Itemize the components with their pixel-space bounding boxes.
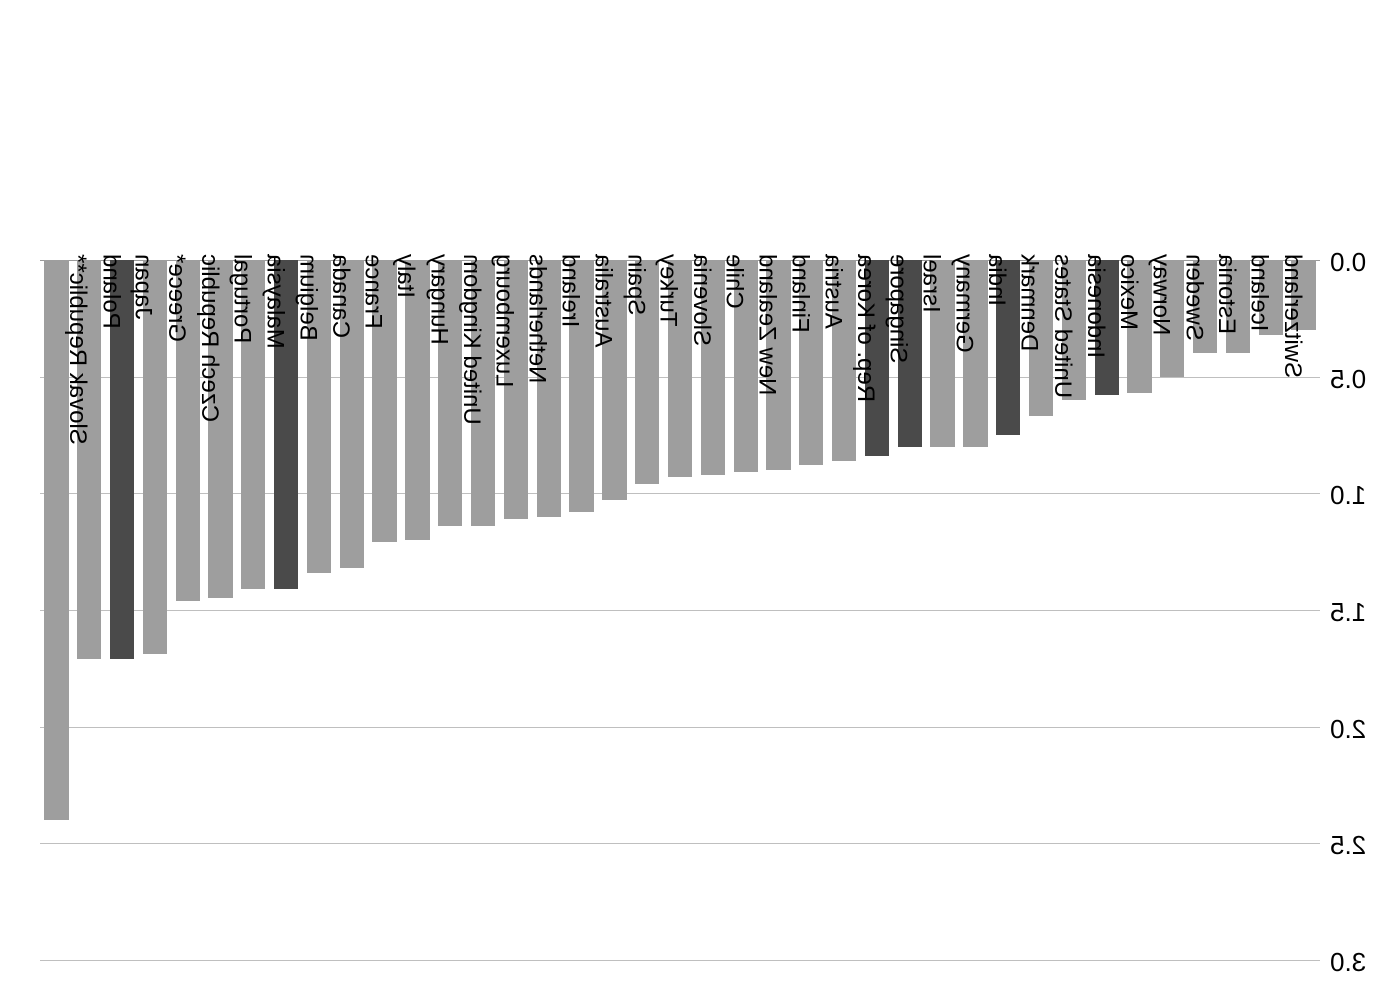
x-category-label: Finland	[785, 254, 813, 333]
x-category-label: Poland	[96, 254, 124, 329]
x-category-label: Ireland	[556, 254, 584, 327]
x-category-label: India	[982, 254, 1010, 306]
x-axis-labels: SwitzerlandIcelandEstoniaSwedenNorwayMex…	[40, 0, 1320, 260]
x-category-label: Slovenia	[687, 254, 715, 346]
y-tick-label: 0.0	[1330, 247, 1366, 278]
x-category-label: Greece*	[162, 254, 190, 342]
x-category-label: United Kingdom	[457, 254, 485, 425]
x-category-label: Czech Republic	[195, 254, 223, 422]
plot-area	[40, 260, 1320, 960]
x-category-label: Switzerland	[1278, 254, 1306, 378]
x-category-label: Israel	[917, 254, 945, 313]
x-category-label: Belgium	[293, 254, 321, 341]
x-category-label: Italy	[391, 254, 419, 298]
x-category-label: Australia	[588, 254, 616, 347]
x-category-label: Slovak Republic**	[63, 254, 91, 445]
x-category-label: Denmark	[1015, 254, 1043, 351]
x-category-label: Estonia	[1212, 254, 1240, 334]
x-category-label: United States	[1048, 254, 1076, 398]
x-category-label: Rep. of Korea	[851, 254, 879, 402]
x-category-label: Singapore	[884, 254, 912, 363]
x-category-label: Iceland	[1245, 254, 1273, 331]
gridline	[40, 960, 1320, 961]
x-category-label: New Zealand	[752, 254, 780, 395]
x-category-label: Indonesia	[1081, 254, 1109, 358]
y-tick-label: 0.5	[1330, 364, 1366, 395]
x-category-label: Japan	[129, 254, 157, 319]
x-category-label: Malaysia	[260, 254, 288, 349]
y-tick-label: 1.0	[1330, 480, 1366, 511]
x-category-label: Netherlands	[523, 254, 551, 383]
y-tick-label: 3.0	[1330, 947, 1366, 978]
x-category-label: Austria	[818, 254, 846, 329]
x-category-label: Chile	[720, 254, 748, 309]
bars-container	[40, 260, 1320, 960]
x-category-label: Hungary	[424, 254, 452, 345]
x-category-label: Norway	[1146, 254, 1174, 335]
y-tick-label: 1.5	[1330, 597, 1366, 628]
y-tick-label: 2.0	[1330, 714, 1366, 745]
x-category-label: Luxembourg	[490, 254, 518, 387]
x-category-label: France	[359, 254, 387, 329]
x-category-label: Turkey	[654, 254, 682, 326]
y-axis-labels: 0.00.51.01.52.02.53.0	[1330, 260, 1400, 960]
x-category-label: Portugal	[227, 254, 255, 343]
x-category-label: Canada	[326, 254, 354, 338]
y-tick-label: 2.5	[1330, 830, 1366, 861]
bar-chart: 0.0 0.5 1.0 1.5 2.0 2.5 3.0 SwitzerlandIceland…	[0, 0, 1400, 1000]
x-category-label: Germany	[949, 254, 977, 353]
x-category-label: Mexico	[1113, 254, 1141, 330]
x-category-label: Sweden	[1179, 254, 1207, 341]
x-category-label: Spain	[621, 254, 649, 315]
